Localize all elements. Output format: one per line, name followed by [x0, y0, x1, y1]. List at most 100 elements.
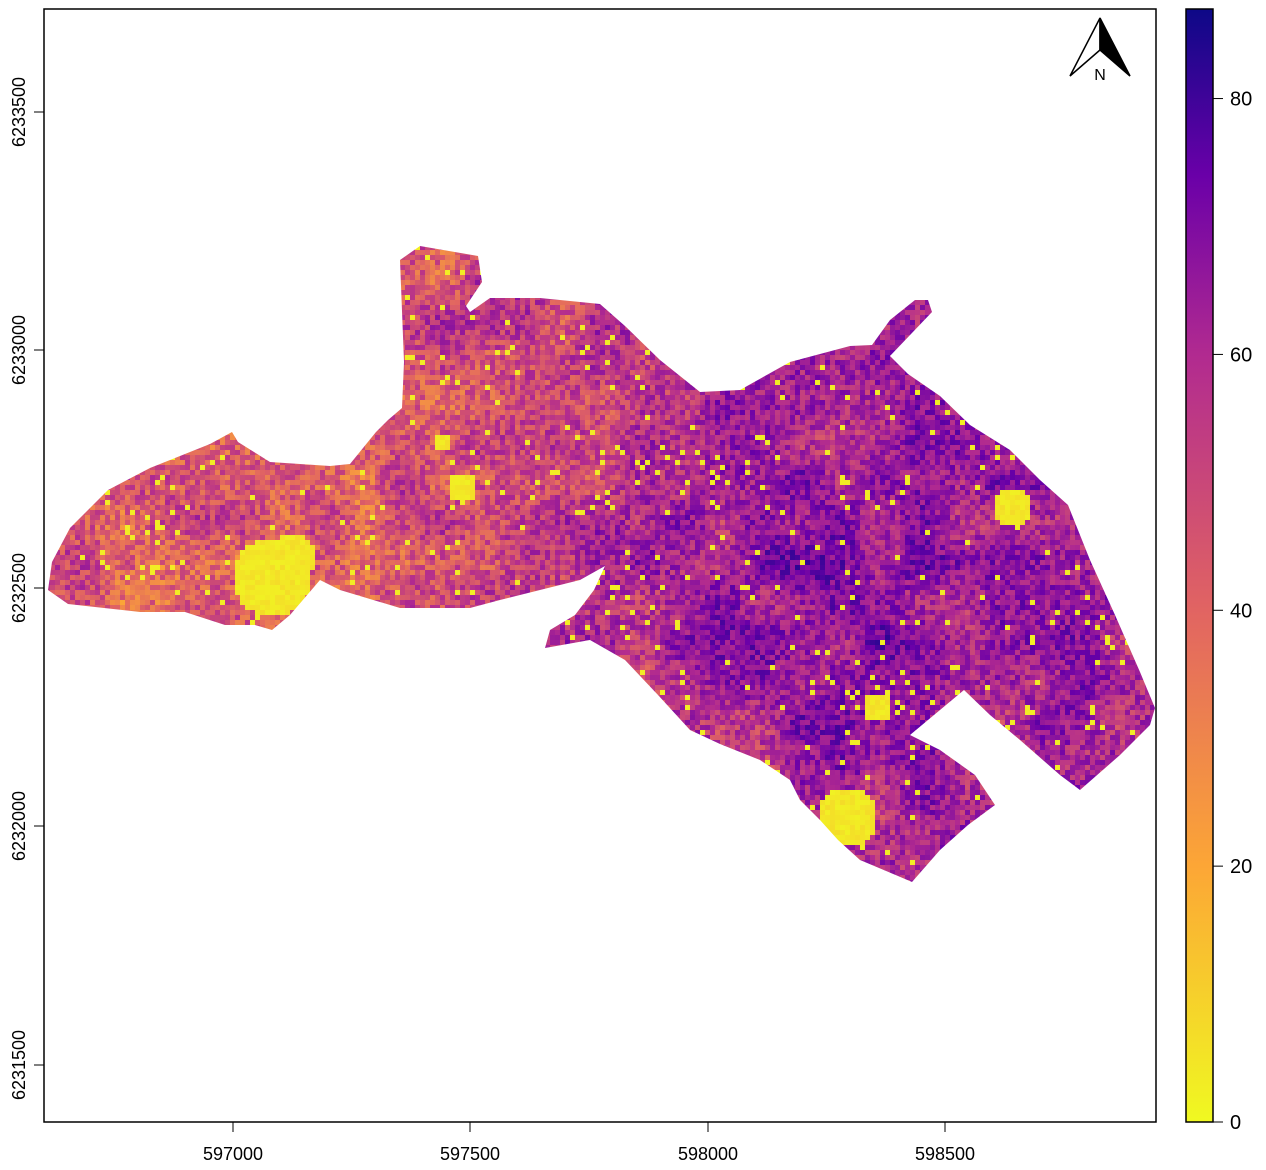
raster-cell	[1090, 335, 1095, 340]
raster-cell	[205, 255, 210, 260]
raster-cell	[615, 270, 620, 275]
raster-cell	[140, 330, 145, 335]
raster-cell	[175, 340, 180, 345]
raster-cell	[60, 246, 65, 250]
raster-cell	[645, 325, 650, 330]
raster-cell	[65, 250, 70, 255]
raster-cell	[510, 265, 515, 270]
raster-cell	[580, 285, 585, 290]
raster-cell	[395, 285, 400, 290]
raster-cell	[575, 270, 580, 275]
raster-cell	[1140, 310, 1145, 315]
raster-cell	[750, 275, 755, 280]
raster-cell	[690, 320, 695, 325]
raster-cell	[1005, 335, 1010, 340]
raster-cell	[1020, 330, 1025, 335]
raster-cell	[395, 255, 400, 260]
raster-cell	[235, 310, 240, 315]
raster-cell	[840, 246, 845, 250]
raster-cell	[735, 310, 740, 315]
raster-cell	[945, 240, 950, 245]
raster-cell	[315, 295, 320, 300]
raster-cell	[255, 295, 260, 300]
raster-cell	[770, 246, 775, 250]
raster-cell	[1135, 270, 1140, 275]
raster-cell	[420, 325, 425, 330]
raster-cell	[155, 320, 160, 325]
raster-cell	[490, 340, 495, 345]
raster-cell	[260, 305, 265, 310]
raster-cell	[505, 265, 510, 270]
raster-cell	[225, 305, 230, 310]
raster-cell	[715, 305, 720, 310]
raster-cell	[715, 345, 720, 350]
raster-cell	[1135, 260, 1140, 265]
raster-cell	[1060, 260, 1065, 265]
raster-cell	[390, 290, 395, 295]
raster-cell	[475, 275, 480, 280]
raster-cell	[465, 340, 470, 345]
raster-cell	[320, 315, 325, 320]
raster-cell	[750, 260, 755, 265]
raster-cell	[565, 340, 570, 345]
raster-cell	[455, 290, 460, 295]
raster-cell	[1105, 310, 1110, 315]
raster-cell	[665, 335, 670, 340]
raster-cell	[705, 295, 710, 300]
raster-cell	[160, 340, 165, 345]
raster-cell	[335, 270, 340, 275]
raster-cell	[855, 315, 860, 320]
raster-cell	[970, 250, 975, 255]
raster-cell	[240, 275, 245, 280]
raster-cell	[705, 290, 710, 295]
raster-cell	[1130, 335, 1135, 340]
raster-cell	[595, 275, 600, 280]
raster-cell	[145, 315, 150, 320]
raster-cell	[840, 325, 845, 330]
raster-cell	[65, 280, 70, 285]
raster-cell	[515, 285, 520, 290]
raster-cell	[945, 250, 950, 255]
raster-cell	[815, 325, 820, 330]
raster-cell	[1085, 240, 1090, 245]
raster-cell	[965, 285, 970, 290]
raster-cell	[555, 305, 560, 310]
raster-cell	[100, 340, 105, 345]
raster-cell	[235, 315, 240, 320]
raster-cell	[400, 255, 405, 260]
raster-cell	[565, 310, 570, 315]
raster-cell	[755, 280, 760, 285]
raster-cell	[550, 315, 555, 320]
raster-cell	[755, 290, 760, 295]
raster-cell	[445, 295, 450, 300]
raster-cell	[740, 250, 745, 255]
raster-cell	[200, 320, 205, 325]
raster-cell	[265, 350, 270, 355]
raster-cell	[105, 290, 110, 295]
raster-cell	[430, 285, 435, 290]
raster-cell	[910, 240, 915, 245]
raster-cell	[865, 340, 870, 345]
raster-cell	[1015, 275, 1020, 280]
raster-cell	[90, 285, 95, 290]
raster-cell	[865, 330, 870, 335]
raster-cell	[980, 315, 985, 320]
raster-cell	[95, 240, 100, 245]
raster-cell	[475, 345, 480, 350]
raster-cell	[870, 246, 875, 250]
raster-cell	[440, 305, 445, 310]
raster-cell	[740, 265, 745, 270]
raster-cell	[130, 330, 135, 335]
raster-cell	[625, 330, 630, 335]
raster-cell	[855, 275, 860, 280]
raster-cell	[990, 325, 995, 330]
raster-cell	[155, 345, 160, 350]
raster-cell	[1085, 285, 1090, 290]
raster-cell	[655, 320, 660, 325]
raster-cell	[1120, 330, 1125, 335]
raster-cell	[60, 320, 65, 325]
raster-cell	[340, 310, 345, 315]
raster-cell	[650, 310, 655, 315]
raster-cell	[65, 265, 70, 270]
raster-cell	[615, 340, 620, 345]
